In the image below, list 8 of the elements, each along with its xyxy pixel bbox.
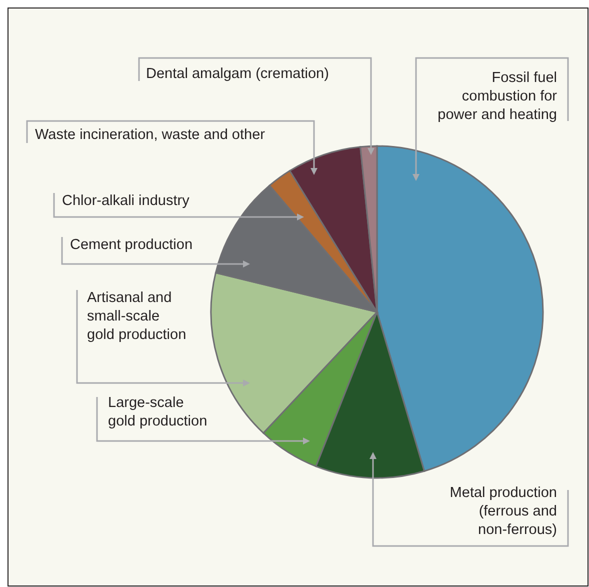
slice-label: Waste incineration, waste and other <box>35 127 266 143</box>
slice-label: Fossil fuel combustion for power and heating <box>438 70 558 123</box>
slice-label: Dental amalgam (cremation) <box>146 66 329 82</box>
slice-label: Metal production (ferrous and non-ferrous) <box>450 485 557 538</box>
slice-label: Large-scale gold production <box>108 395 208 430</box>
slice-label: Artisanal and small-scale gold production <box>87 290 186 343</box>
slice-label: Cement production <box>70 237 193 253</box>
slice-label: Chlor-alkali industry <box>62 193 190 209</box>
